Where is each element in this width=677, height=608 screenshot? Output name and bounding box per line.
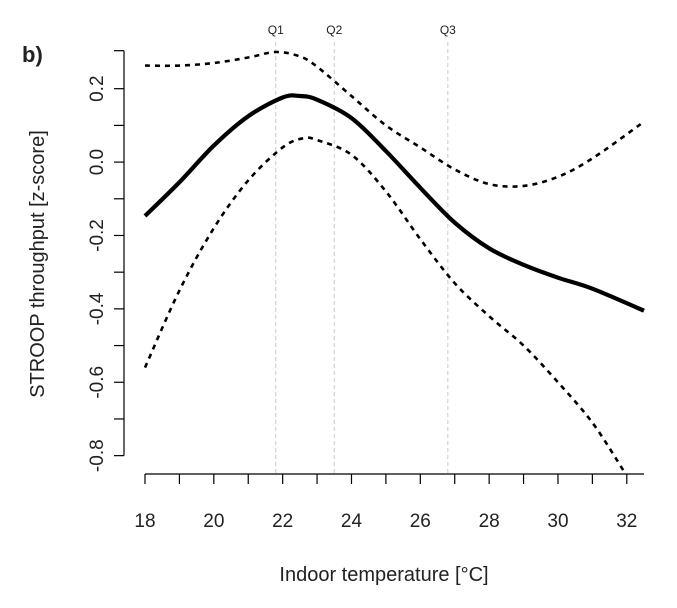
y-tick-label: 0.2 <box>87 75 108 101</box>
x-tick-label: 18 <box>134 511 155 532</box>
quartile-label-q1: Q1 <box>268 23 284 37</box>
panel-label: b) <box>22 42 43 67</box>
x-tick-label: 32 <box>616 511 637 532</box>
x-tick-label: 22 <box>272 511 293 532</box>
x-tick-label: 26 <box>410 511 431 532</box>
y-tick-label: -0.6 <box>87 366 108 399</box>
fitted-curve <box>143 93 645 313</box>
lower-confidence-band <box>143 136 625 472</box>
upper-confidence-band <box>144 50 645 188</box>
x-tick-label: 28 <box>479 511 500 532</box>
x-axis-title: Indoor temperature [°C] <box>279 564 488 586</box>
quartile-lines: Q1 Q2 Q3 <box>268 23 456 474</box>
y-axis-title: STROOP throughput [z-score] <box>27 130 49 398</box>
quartile-label-q3: Q3 <box>440 23 456 37</box>
quartile-label-q2: Q2 <box>326 23 342 37</box>
series-lines <box>143 50 645 472</box>
y-tick-label: -0.2 <box>87 219 108 252</box>
x-tick-label: 24 <box>341 511 363 532</box>
y-tick-label: -0.8 <box>87 439 108 472</box>
x-tick-label: 30 <box>547 511 568 532</box>
y-tick-label: 0.0 <box>87 149 108 175</box>
y-tick-label: -0.4 <box>87 292 108 325</box>
x-tick-label: 20 <box>203 511 224 532</box>
axes: 18 20 22 24 26 28 30 32 -0.8 -0.6 -0.4 -0.2 0.0 0.2 <box>87 50 644 532</box>
